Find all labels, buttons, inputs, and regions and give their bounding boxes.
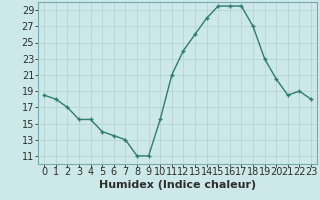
- X-axis label: Humidex (Indice chaleur): Humidex (Indice chaleur): [99, 180, 256, 190]
